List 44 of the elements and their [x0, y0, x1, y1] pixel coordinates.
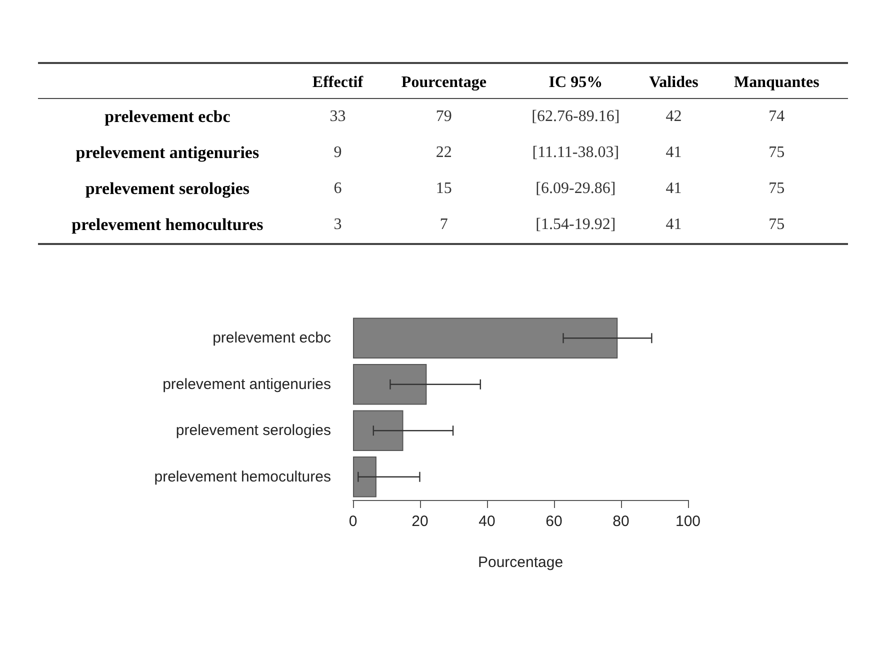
x-tick-label: 20: [412, 513, 428, 530]
data-label: 41: [664, 215, 683, 235]
data-label: 9: [332, 143, 343, 163]
bar: [353, 456, 376, 498]
x-tick-label: 60: [546, 513, 562, 530]
data-label: 75: [768, 179, 786, 199]
data-label: 22: [434, 143, 453, 163]
category-label: prelevement hemocultures: [70, 214, 264, 236]
data-label: [11.11-38.03]: [531, 143, 620, 163]
data-label: 33: [328, 107, 347, 127]
text: Valides: [648, 73, 700, 93]
data-label: [6.09-29.86]: [534, 179, 617, 199]
y-tick-label: prelevement ecbc: [212, 330, 332, 347]
data-label: 75: [768, 143, 786, 163]
data-label: 75: [768, 215, 786, 235]
category-label: prelevement serologies: [84, 178, 250, 200]
data-label: [1.54-19.92]: [534, 215, 617, 235]
data-label: 7: [438, 215, 449, 235]
data-label: 3: [332, 215, 343, 235]
y-tick-label: prelevement antigenuries: [162, 376, 331, 393]
x-tick-label: 40: [478, 513, 496, 530]
category-label: prelevement ecbc: [104, 106, 232, 128]
x-tick-label: 80: [612, 513, 630, 530]
data-label: 41: [664, 143, 683, 163]
data-label: 74: [768, 107, 786, 127]
y-tick-label: prelevement serologies: [176, 422, 331, 440]
data-label: 79: [434, 107, 453, 127]
data-label: 6: [332, 179, 343, 199]
text: Manquantes: [732, 73, 820, 93]
data-label: 41: [664, 179, 683, 199]
text: Pourcentage: [400, 73, 488, 93]
category-label: prelevement antigenuries: [74, 142, 260, 164]
bar: [353, 318, 618, 358]
x-tick-label: 0: [348, 513, 358, 530]
text: IC 95%: [548, 73, 604, 93]
text: Effectif: [311, 73, 364, 93]
x-axis-title: Pourcentage: [478, 554, 564, 571]
x-tick-label: 100: [675, 513, 701, 530]
bar: [353, 410, 404, 451]
data-label: 42: [664, 107, 683, 127]
bar: [353, 364, 427, 405]
data-label: 15: [434, 179, 453, 199]
data-label: [62.76-89.16]: [530, 107, 621, 127]
y-tick-label: prelevement hemocultures: [154, 468, 331, 486]
